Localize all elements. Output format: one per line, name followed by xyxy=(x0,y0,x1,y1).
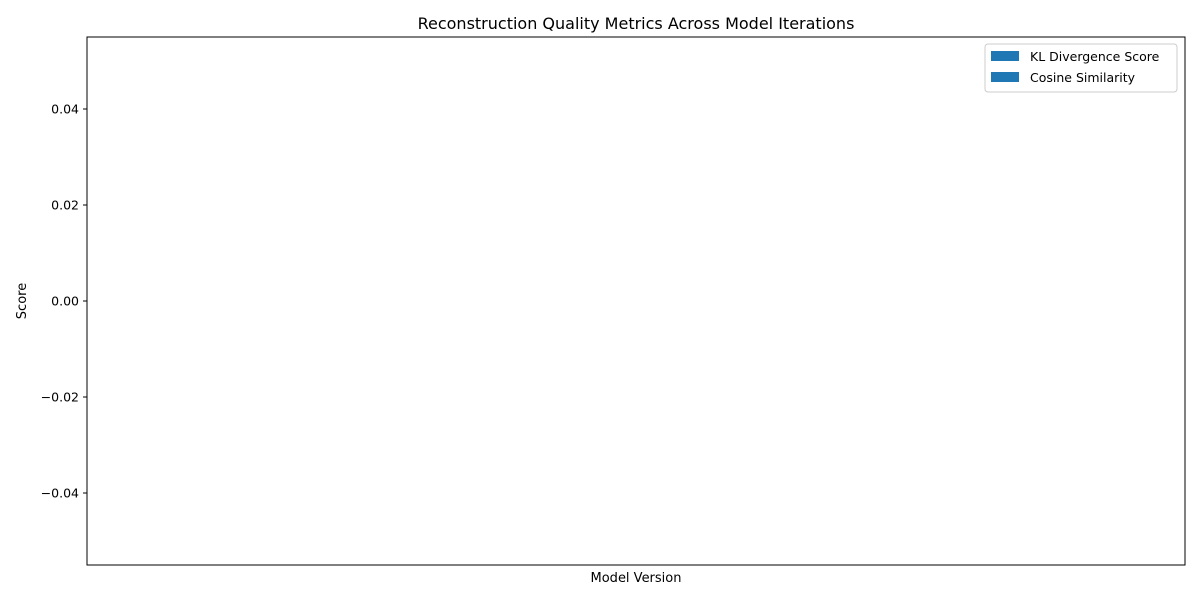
legend-swatch-kl-divergence xyxy=(991,51,1019,61)
y-tick-label: 0.00 xyxy=(51,294,79,309)
x-axis-label: Model Version xyxy=(591,571,682,586)
legend-label-kl-divergence: KL Divergence Score xyxy=(1030,49,1160,64)
legend-swatch-cosine-similarity xyxy=(991,72,1019,82)
plot-area xyxy=(86,36,1186,566)
legend: KL Divergence Score Cosine Similarity xyxy=(984,43,1178,93)
y-tick-label: 0.02 xyxy=(51,198,79,213)
legend-frame xyxy=(984,43,1178,93)
y-axis-ticks: −0.04 −0.02 0.00 0.02 0.04 xyxy=(41,102,87,501)
y-axis-label: Score xyxy=(15,283,30,319)
y-tick-label: −0.02 xyxy=(41,390,79,405)
y-tick-label: 0.04 xyxy=(51,102,79,117)
legend-label-cosine-similarity: Cosine Similarity xyxy=(1030,70,1136,85)
chart-title: Reconstruction Quality Metrics Across Mo… xyxy=(418,14,855,33)
y-tick-label: −0.04 xyxy=(41,486,79,501)
